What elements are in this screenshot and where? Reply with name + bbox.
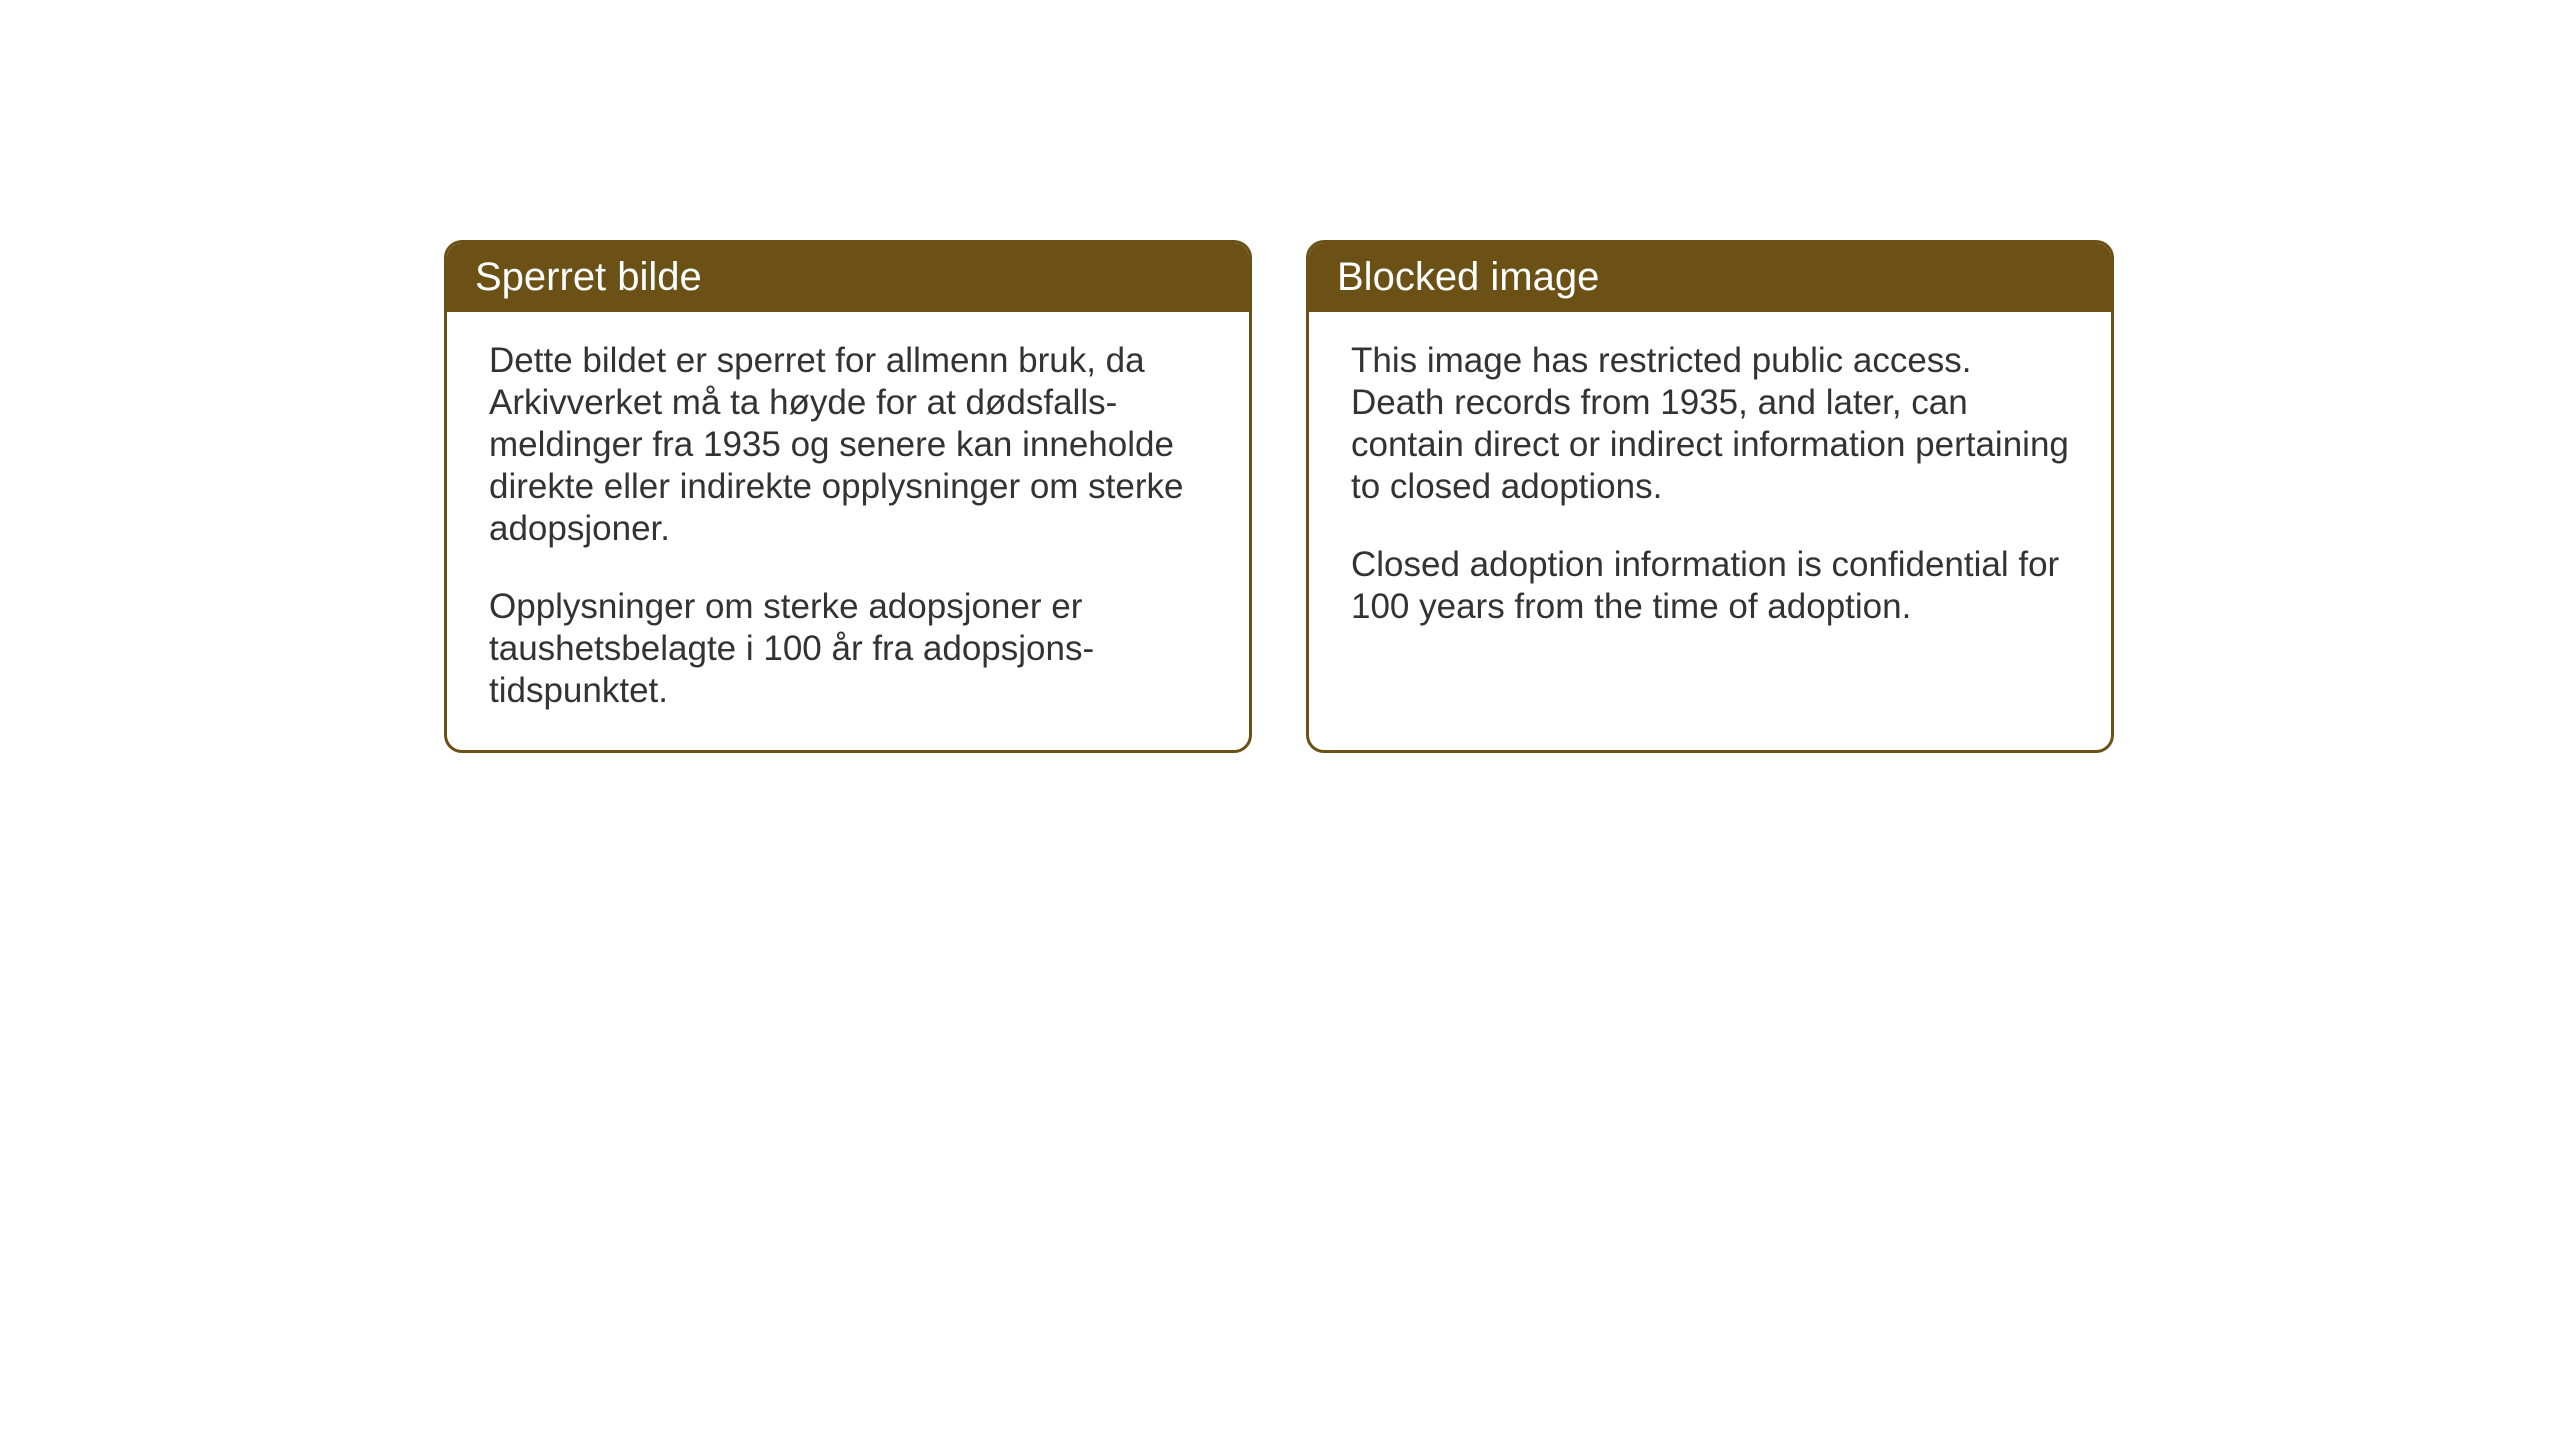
card-title-english: Blocked image bbox=[1337, 255, 1599, 299]
card-header-english: Blocked image bbox=[1309, 243, 2111, 312]
card-header-norwegian: Sperret bilde bbox=[447, 243, 1249, 312]
card-paragraph-norwegian-2: Opplysninger om sterke adopsjoner er tau… bbox=[489, 586, 1207, 712]
card-paragraph-english-2: Closed adoption information is confident… bbox=[1351, 544, 2069, 628]
notice-card-norwegian: Sperret bilde Dette bildet er sperret fo… bbox=[444, 240, 1252, 753]
notice-card-english: Blocked image This image has restricted … bbox=[1306, 240, 2114, 753]
cards-container: Sperret bilde Dette bildet er sperret fo… bbox=[444, 240, 2114, 753]
card-paragraph-english-1: This image has restricted public access.… bbox=[1351, 340, 2069, 508]
card-body-norwegian: Dette bildet er sperret for allmenn bruk… bbox=[447, 312, 1249, 750]
card-paragraph-norwegian-1: Dette bildet er sperret for allmenn bruk… bbox=[489, 340, 1207, 550]
card-body-english: This image has restricted public access.… bbox=[1309, 312, 2111, 666]
card-title-norwegian: Sperret bilde bbox=[475, 255, 702, 299]
